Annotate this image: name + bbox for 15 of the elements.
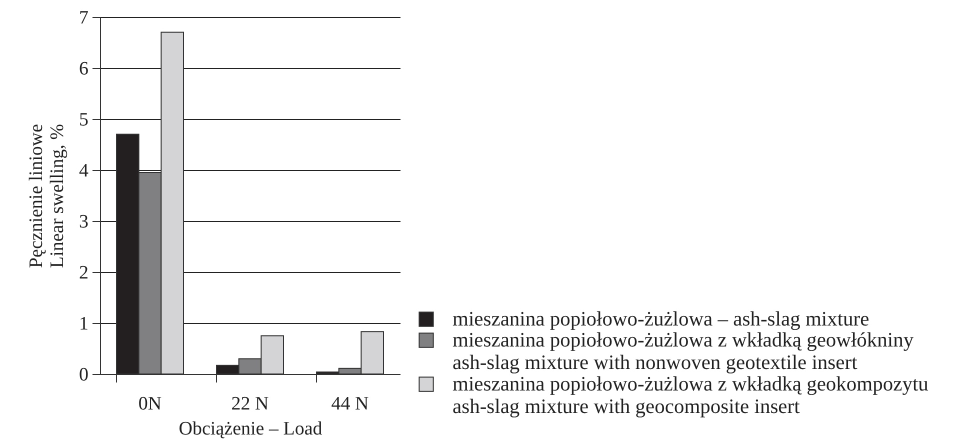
x-axis-title: Obciążenie – Load [178,418,323,440]
y-tick-label: 6 [79,58,88,80]
y-tick-label: 7 [79,8,88,28]
y-tick-label: 4 [79,160,89,182]
y-axis-title: Pęcznienie liniowe Linear swelling, % [26,124,68,268]
legend-label: mieszanina popiołowo-żużlowa – ash-slag mixture [452,308,870,330]
y-tick-label: 5 [79,110,88,130]
y-tick-label: 1 [79,314,88,334]
x-tick-label: 44 N [331,394,370,414]
legend-label: mieszanina popiołowo-żużlowa z wkładką geokompozytu ash-slag mixture with geocomposite insert [452,373,928,418]
y-tick-label: 0 [79,364,88,386]
y-tick-label: 3 [79,212,88,232]
x-tick-label: 22 N [231,394,270,414]
x-tick-label: 0N [138,394,162,414]
y-tick-label: 2 [79,262,88,284]
